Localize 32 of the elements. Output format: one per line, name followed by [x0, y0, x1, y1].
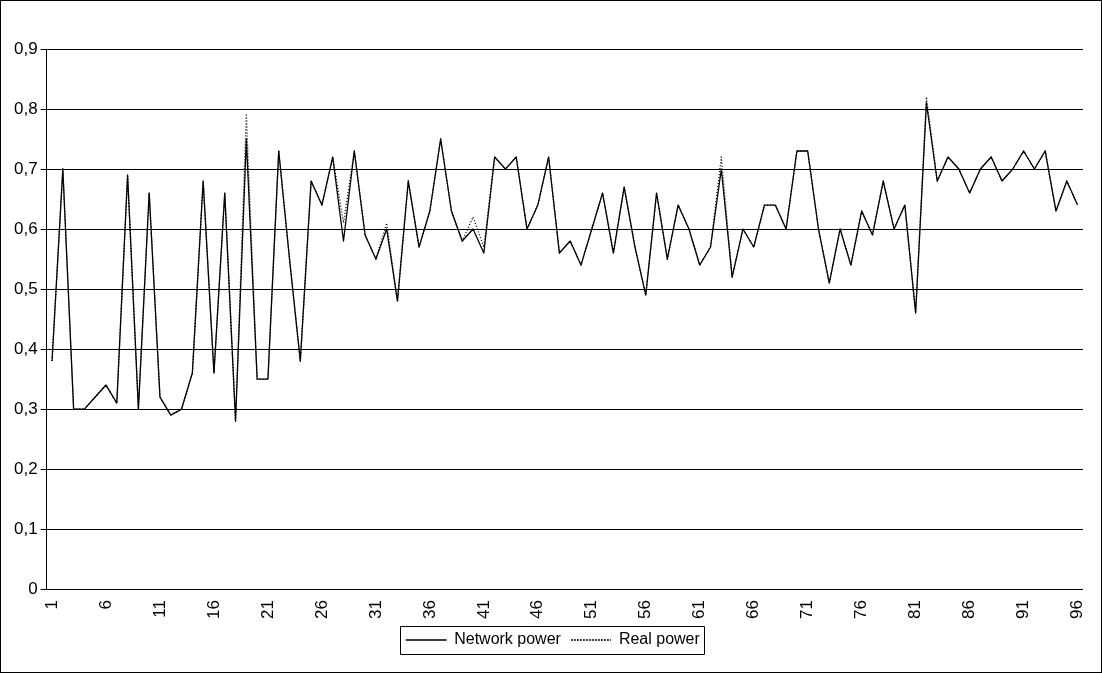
y-tick-label: 0,8 — [13, 98, 38, 118]
x-tick-label: 96 — [1067, 600, 1087, 620]
x-tick-label: 6 — [95, 600, 115, 610]
x-tick-label: 26 — [311, 600, 331, 620]
y-tick-label: 0,1 — [13, 518, 38, 538]
y-tick-label: 0,7 — [13, 158, 38, 178]
x-tick-label: 16 — [203, 600, 223, 620]
x-tick-label: 91 — [1013, 600, 1033, 620]
y-tick-label: 0,4 — [13, 338, 38, 358]
x-tick-label: 86 — [959, 600, 979, 620]
x-tick-label: 31 — [365, 600, 385, 620]
y-tick-label: 0,6 — [13, 218, 38, 238]
x-tick-label: 66 — [743, 600, 763, 620]
x-tick-label: 51 — [581, 600, 601, 620]
x-tick-label: 41 — [473, 600, 493, 620]
legend-label: Real power — [618, 630, 701, 648]
x-tick-label: 36 — [419, 600, 439, 620]
x-tick-label: 1 — [41, 600, 61, 610]
x-tick-label: 21 — [257, 600, 277, 620]
x-tick-label: 46 — [527, 600, 547, 620]
x-tick-label: 81 — [905, 600, 925, 620]
x-tick-label: 61 — [689, 600, 709, 620]
y-tick-label: 0,3 — [13, 398, 38, 418]
x-tick-label: 56 — [635, 600, 655, 620]
legend-label: Network power — [454, 630, 562, 648]
y-tick-label: 0 — [28, 578, 38, 598]
x-tick-label: 11 — [149, 600, 169, 618]
y-tick-label: 0,9 — [13, 38, 38, 58]
y-tick-label: 0,5 — [13, 278, 38, 298]
x-tick-label: 76 — [851, 600, 871, 620]
y-tick-label: 0,2 — [13, 458, 38, 478]
x-tick-label: 71 — [797, 600, 817, 620]
